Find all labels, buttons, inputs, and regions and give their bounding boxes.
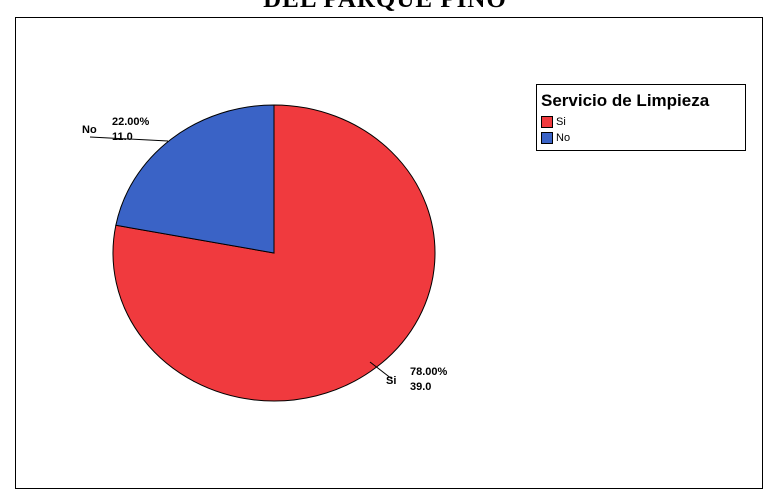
legend-swatch-no bbox=[541, 132, 553, 144]
pie-labels: Si 78.00% 39.0 No 22.00% 11.0 bbox=[82, 116, 448, 393]
legend-swatch-si bbox=[541, 116, 553, 128]
slice-label-si-count: 39.0 bbox=[410, 381, 431, 393]
label-leader-si bbox=[369, 361, 393, 380]
pie-slices bbox=[112, 104, 436, 402]
legend-entry-no: No bbox=[541, 131, 570, 145]
legend-entry-si: Si bbox=[541, 115, 566, 129]
legend: Servicio de Limpieza Si No bbox=[536, 84, 746, 151]
slice-label-no-count: 11.0 bbox=[112, 131, 133, 143]
legend-label-no: No bbox=[556, 132, 571, 144]
page-title: DEL PARQUE PINO bbox=[0, 0, 770, 14]
legend-title: Servicio de Limpieza bbox=[541, 91, 710, 110]
slice-label-no-percent: 22.00% bbox=[112, 116, 150, 128]
slice-label-no-name: No bbox=[82, 124, 97, 136]
slice-label-si-name: Si bbox=[386, 375, 396, 387]
legend-label-si: Si bbox=[556, 116, 566, 128]
slice-label-si-percent: 78.00% bbox=[410, 366, 448, 378]
pie-slice-no bbox=[115, 104, 275, 254]
label-leader-no bbox=[89, 136, 169, 142]
